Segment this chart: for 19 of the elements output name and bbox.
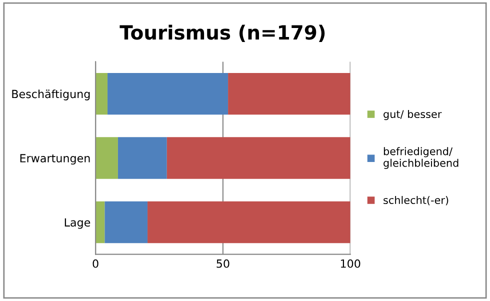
legend-label: gut/ besser xyxy=(384,110,442,120)
bar xyxy=(166,137,350,179)
legend-label: schlecht(-er) xyxy=(384,196,448,206)
chart-title: Tourismus (n=179) xyxy=(120,24,325,42)
y-tick-label: Erwartungen xyxy=(20,154,90,165)
bar xyxy=(96,137,118,179)
legend-label: befriedigend/ gleichbleibend xyxy=(384,147,458,169)
x-tick-label: 100 xyxy=(340,259,360,268)
bar xyxy=(148,201,350,244)
x-tick-label: 50 xyxy=(216,259,230,268)
y-tick-label: Lage xyxy=(64,218,90,229)
bar xyxy=(118,137,167,179)
x-tick-label: 0 xyxy=(92,259,98,268)
y-tick-label: Beschäftigung xyxy=(12,90,90,100)
bar xyxy=(228,72,350,115)
bar xyxy=(96,72,108,115)
bar xyxy=(108,72,228,115)
bar xyxy=(96,201,105,244)
bar xyxy=(104,201,148,244)
